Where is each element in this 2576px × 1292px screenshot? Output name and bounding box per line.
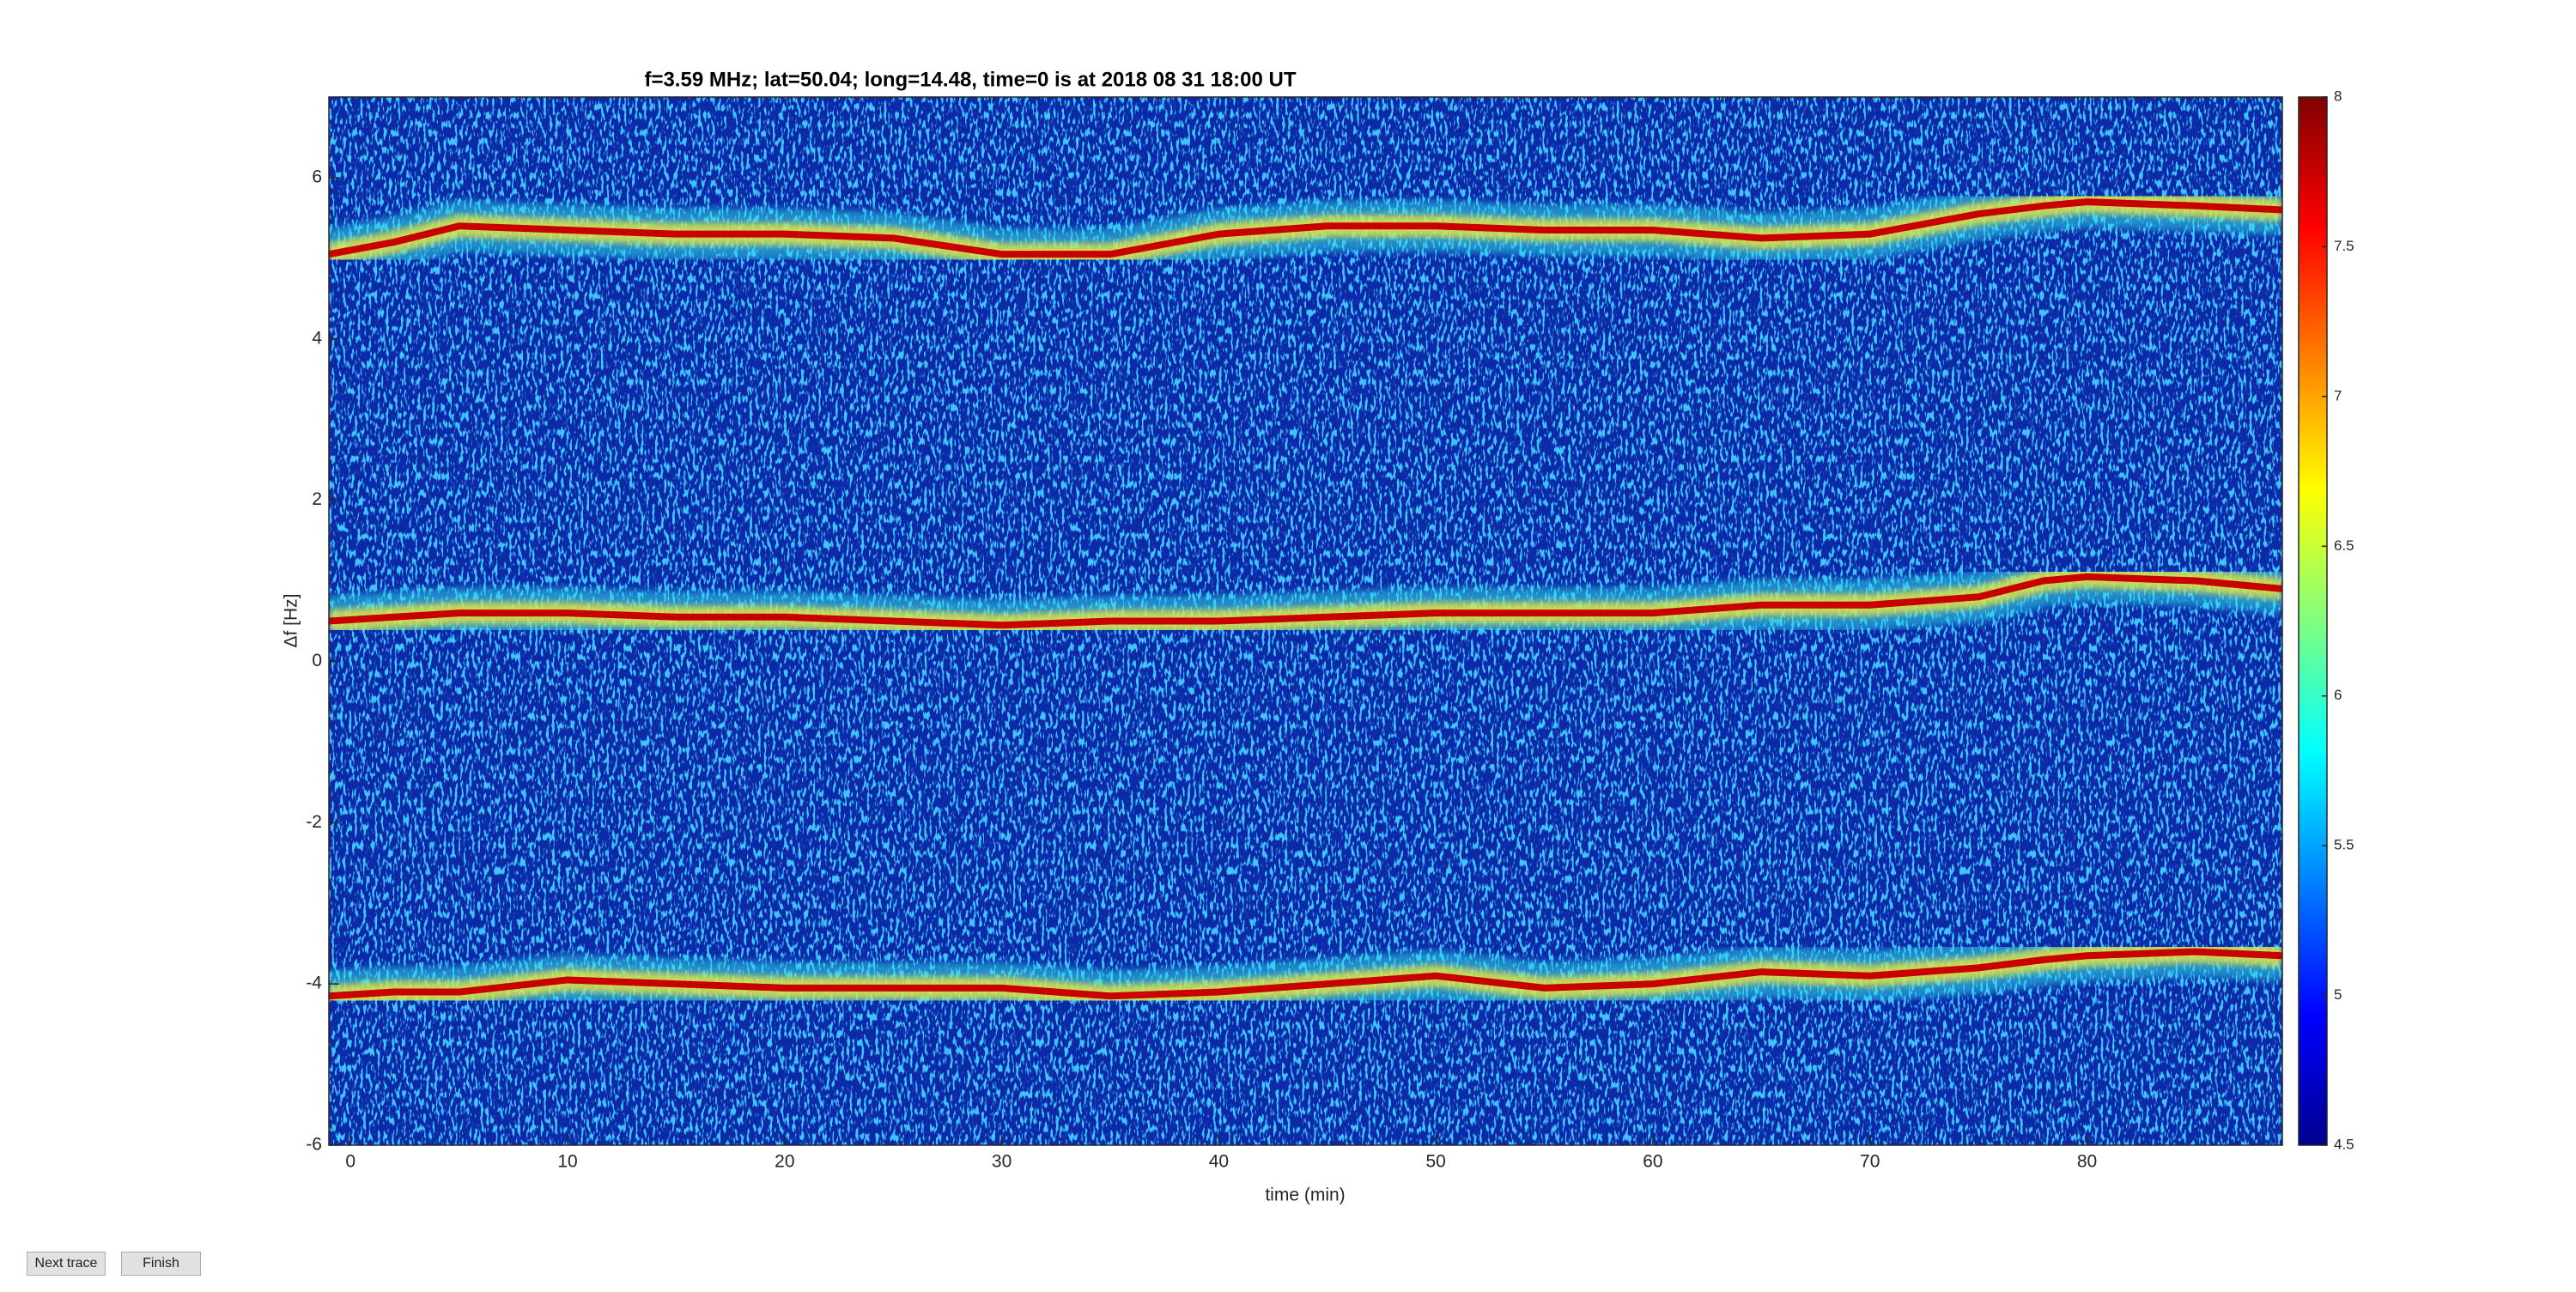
finish-button[interactable]: Finish <box>121 1252 201 1276</box>
y-tick-label: -6 <box>306 1135 322 1155</box>
y-tick-label: 6 <box>312 167 322 186</box>
y-tick-label: 2 <box>312 489 322 509</box>
colorbar-tick-label: 6.5 <box>2334 537 2354 554</box>
next-trace-button[interactable]: Next trace <box>27 1252 106 1276</box>
trace-ridge <box>329 198 2282 258</box>
x-tick-label: 20 <box>775 1152 794 1172</box>
y-tick-label: 0 <box>312 651 322 670</box>
chart-title: f=3.59 MHz; lat=50.04; long=14.48, time=… <box>644 68 1296 91</box>
trace-ridge <box>329 573 2282 629</box>
y-tick-label: -4 <box>306 974 322 993</box>
colorbar-tick-label: 4.5 <box>2334 1136 2354 1152</box>
x-tick-label: 50 <box>1425 1152 1445 1172</box>
x-tick-label: 30 <box>992 1152 1012 1172</box>
x-tick-label: 10 <box>557 1152 577 1172</box>
colorbar-tick-label: 7 <box>2334 387 2342 403</box>
colorbar <box>2298 96 2328 1146</box>
colorbar-tick-label: 5 <box>2334 986 2342 1003</box>
x-tick-label: 70 <box>1860 1152 1880 1172</box>
colorbar-tick-label: 8 <box>2334 88 2342 104</box>
trace-ridge <box>329 948 2282 1000</box>
y-tick-label: -2 <box>306 812 322 832</box>
x-tick-label: 80 <box>2077 1152 2097 1172</box>
plot-frame <box>328 96 2283 1146</box>
x-tick-label: 0 <box>345 1152 355 1172</box>
colorbar-tick-label: 6 <box>2334 687 2342 703</box>
y-axis-label: Δf [Hz] <box>282 593 301 647</box>
traces <box>329 176 2282 1022</box>
colorbar-tick-label: 7.5 <box>2334 238 2354 254</box>
x-tick-label: 40 <box>1209 1152 1229 1172</box>
colorbar-tick-label: 5.5 <box>2334 837 2354 853</box>
x-tick-label: 60 <box>1643 1152 1662 1172</box>
y-tick-label: 4 <box>312 328 322 348</box>
x-axis-label: time (min) <box>1265 1186 1345 1205</box>
